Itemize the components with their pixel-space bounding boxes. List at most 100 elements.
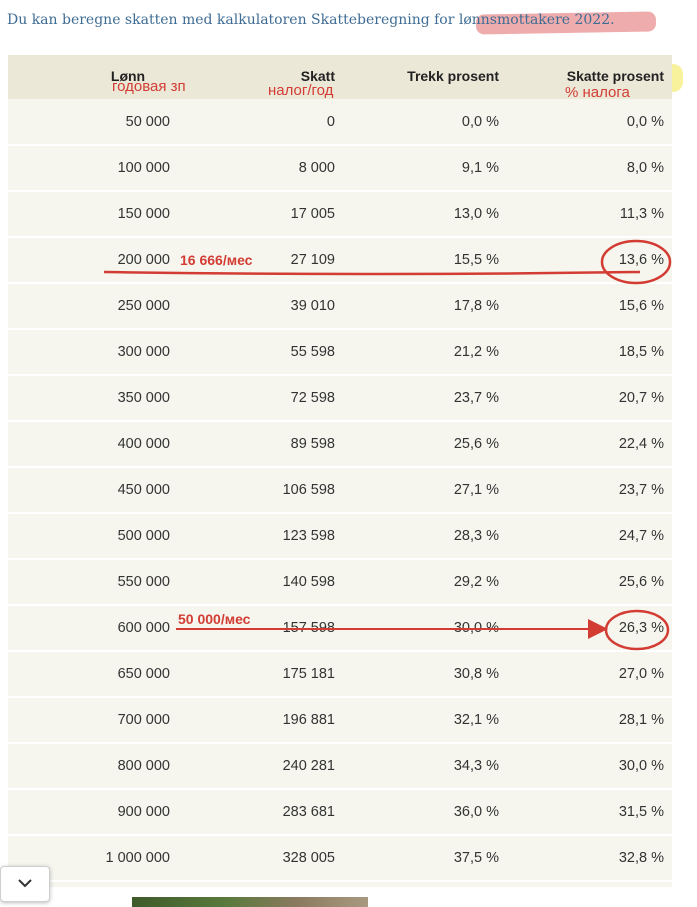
table-row: 700 000 196 881 32,1 % 28,1 % [8, 697, 672, 744]
scroll-down-button[interactable] [0, 866, 50, 902]
table-row: 350 000 72 598 23,7 % 20,7 % [8, 375, 672, 422]
cell-skatte-prosent: 23,7 % [507, 467, 672, 514]
cell-skatt: 328 005 [178, 835, 343, 882]
table-row: 550 000 140 598 29,2 % 25,6 % [8, 559, 672, 606]
table-row: 50 000 0 0,0 % 0,0 % [8, 99, 672, 146]
cell-skatte-prosent: 18,5 % [507, 329, 672, 376]
cell-lonn: 900 000 [8, 789, 178, 836]
table-row: 100 000 8 000 9,1 % 8,0 % [8, 145, 672, 192]
cell-skatte-prosent: 22,4 % [507, 421, 672, 468]
cell-lonn: 600 000 [8, 605, 178, 652]
cell-lonn: 450 000 [8, 467, 178, 514]
table-row: 250 000 39 010 17,8 % 15,6 % [8, 283, 672, 330]
cell-skatte-prosent: 15,6 % [507, 283, 672, 330]
cell-lonn: 650 000 [8, 651, 178, 698]
table-row: 800 000 240 281 34,3 % 30,0 % [8, 743, 672, 790]
table-row: 450 000 106 598 27,1 % 23,7 % [8, 467, 672, 514]
cell-lonn: 300 000 [8, 329, 178, 376]
cell-skatte-prosent: 8,0 % [507, 145, 672, 192]
table-row: 200 000 27 109 15,5 % 13,6 % [8, 237, 672, 284]
cell-trekk-prosent: 13,0 % [343, 191, 507, 238]
cell-skatt: 175 181 [178, 651, 343, 698]
table-row: 650 000 175 181 30,8 % 27,0 % [8, 651, 672, 698]
cell-skatte-prosent: 27,0 % [507, 651, 672, 698]
cell-lonn: 500 000 [8, 513, 178, 560]
cell-lonn: 100 000 [8, 145, 178, 192]
cell-skatt: 39 010 [178, 283, 343, 330]
cell-skatte-prosent: 13,6 % [507, 237, 672, 284]
cell-skatt: 283 681 [178, 789, 343, 836]
intro-text: Du kan beregne skatten med kalkulatoren … [7, 12, 615, 28]
annotation-salary-label: годовая зп [112, 78, 186, 95]
cell-lonn: 400 000 [8, 421, 178, 468]
cell-skatt: 17 005 [178, 191, 343, 238]
cell-lonn: 50 000 [8, 99, 178, 146]
cell-skatt: 106 598 [178, 467, 343, 514]
cell-skatt: 55 598 [178, 329, 343, 376]
cell-skatt: 140 598 [178, 559, 343, 606]
cell-trekk-prosent: 37,5 % [343, 835, 507, 882]
cell-skatt: 123 598 [178, 513, 343, 560]
cell-skatte-prosent: 32,8 % [507, 835, 672, 882]
cell-skatte-prosent: 30,0 % [507, 743, 672, 790]
table-row: 500 000 123 598 28,3 % 24,7 % [8, 513, 672, 560]
header-trekk-prosent: Trekk prosent [343, 55, 507, 99]
cell-lonn: 150 000 [8, 191, 178, 238]
cell-trekk-prosent: 25,6 % [343, 421, 507, 468]
cell-lonn: 250 000 [8, 283, 178, 330]
chevron-down-icon [17, 875, 33, 893]
annotation-monthly-600k: 50 000/мес [178, 611, 251, 627]
cell-skatte-prosent: 31,5 % [507, 789, 672, 836]
header-skatte-prosent: Skatte prosent [507, 55, 672, 99]
cell-trekk-prosent: 17,8 % [343, 283, 507, 330]
table-body: 50 000 0 0,0 % 0,0 % 100 000 8 000 9,1 % 8,0 % 1… [8, 99, 672, 882]
table-row: 400 000 89 598 25,6 % 22,4 % [8, 421, 672, 468]
cell-trekk-prosent: 28,3 % [343, 513, 507, 560]
tax-table-container: Lønn Skatt Trekk prosent Skatte prosent … [8, 55, 672, 887]
circle-13-6 [600, 239, 672, 285]
cell-skatte-prosent: 0,0 % [507, 99, 672, 146]
table-row: 900 000 283 681 36,0 % 31,5 % [8, 789, 672, 836]
annotation-monthly-200k: 16 666/мес [180, 252, 253, 268]
cell-skatte-prosent: 28,1 % [507, 697, 672, 744]
underline-200k [103, 270, 641, 276]
cell-trekk-prosent: 9,1 % [343, 145, 507, 192]
cell-skatt: 196 881 [178, 697, 343, 744]
circle-26-3 [604, 609, 670, 651]
cell-lonn: 800 000 [8, 743, 178, 790]
annotation-percent-label: % налога [565, 84, 630, 101]
header-skatt: Skatt [178, 55, 343, 99]
partial-image [132, 897, 368, 907]
cell-skatte-prosent: 24,7 % [507, 513, 672, 560]
cell-trekk-prosent: 0,0 % [343, 99, 507, 146]
header-lonn: Lønn [8, 55, 178, 99]
cell-skatt: 8 000 [178, 145, 343, 192]
cell-skatt: 0 [178, 99, 343, 146]
cell-trekk-prosent: 15,5 % [343, 237, 507, 284]
table-row: 150 000 17 005 13,0 % 11,3 % [8, 191, 672, 238]
cell-lonn: 200 000 [8, 237, 178, 284]
cell-skatt: 72 598 [178, 375, 343, 422]
cell-trekk-prosent: 32,1 % [343, 697, 507, 744]
cell-trekk-prosent: 34,3 % [343, 743, 507, 790]
table-header-row: Lønn Skatt Trekk prosent Skatte prosent [8, 55, 672, 99]
cell-lonn: 550 000 [8, 559, 178, 606]
cell-trekk-prosent: 29,2 % [343, 559, 507, 606]
cell-skatt: 240 281 [178, 743, 343, 790]
cell-trekk-prosent: 36,0 % [343, 789, 507, 836]
cell-trekk-prosent: 27,1 % [343, 467, 507, 514]
cell-skatte-prosent: 11,3 % [507, 191, 672, 238]
cell-trekk-prosent: 23,7 % [343, 375, 507, 422]
annotation-tax-label: налог/год [268, 82, 334, 99]
cell-skatte-prosent: 25,6 % [507, 559, 672, 606]
tax-table: Lønn Skatt Trekk prosent Skatte prosent … [8, 55, 672, 882]
cell-skatt: 89 598 [178, 421, 343, 468]
cell-skatte-prosent: 20,7 % [507, 375, 672, 422]
table-row: 300 000 55 598 21,2 % 18,5 % [8, 329, 672, 376]
cell-lonn: 700 000 [8, 697, 178, 744]
cell-lonn: 350 000 [8, 375, 178, 422]
cell-trekk-prosent: 21,2 % [343, 329, 507, 376]
cell-skatt: 27 109 [178, 237, 343, 284]
cell-trekk-prosent: 30,8 % [343, 651, 507, 698]
